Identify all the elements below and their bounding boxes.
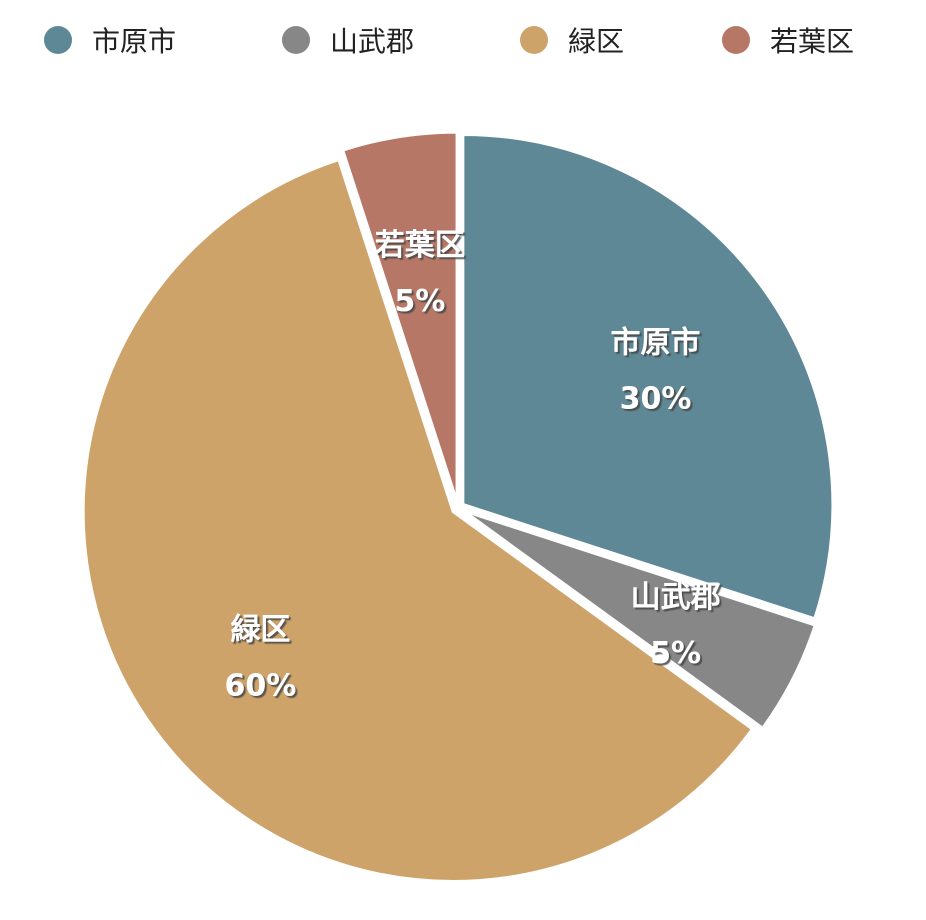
pie-slice-midoriku[interactable] — [81, 157, 755, 884]
legend-item-midoriku[interactable]: 緑区 — [520, 22, 624, 58]
legend-label: 市原市 — [92, 25, 177, 58]
legend-swatch — [520, 26, 548, 54]
slice-label-wakabaku: 若葉区 — [375, 228, 465, 263]
legend-item-shiharashi[interactable]: 市原市 — [44, 22, 176, 58]
slice-label-midoriku: 緑区 — [230, 613, 290, 648]
pie-slice-shiharashi[interactable] — [461, 132, 835, 621]
slice-value-shiharashi: 30% — [620, 381, 692, 416]
legend-label: 山武郡 — [330, 25, 415, 58]
slice-label-sanbugun: 山武郡 — [631, 580, 721, 615]
legend-swatch — [282, 26, 310, 54]
legend-item-sanbugun[interactable]: 山武郡 — [282, 22, 414, 58]
pie-slice-sanbugun[interactable] — [462, 509, 818, 731]
legend-swatch — [44, 26, 72, 54]
slice-label-shiharashi: 市原市 — [611, 325, 701, 360]
legend: 市原市 山武郡 緑区 若葉区 — [0, 0, 926, 80]
slice-value-midoriku: 60% — [225, 669, 297, 704]
pie-slice-wakabaku[interactable] — [340, 130, 459, 503]
slice-value-sanbugun: 5% — [650, 636, 701, 671]
legend-label: 若葉区 — [770, 25, 855, 58]
slice-value-wakabaku: 5% — [394, 284, 445, 319]
legend-label: 緑区 — [568, 25, 625, 58]
legend-item-wakabaku[interactable]: 若葉区 — [722, 22, 854, 58]
legend-swatch — [722, 26, 750, 54]
